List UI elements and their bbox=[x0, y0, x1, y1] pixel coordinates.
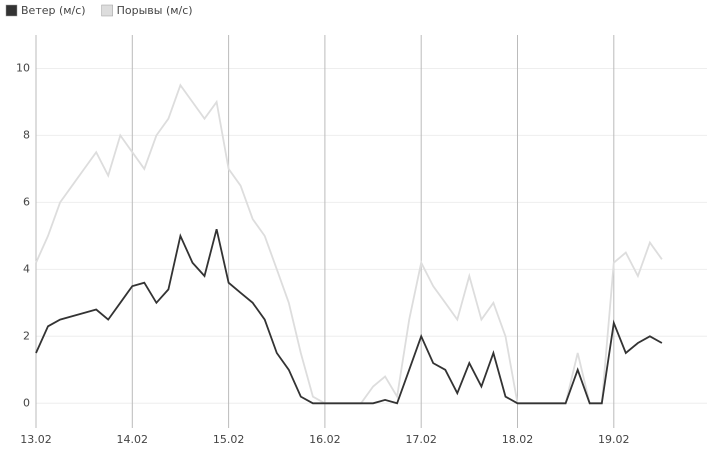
x-tick-label: 19.02 bbox=[598, 433, 630, 446]
y-tick-label: 2 bbox=[23, 329, 30, 342]
x-tick-label: 17.02 bbox=[405, 433, 437, 446]
x-tick-label: 13.02 bbox=[20, 433, 52, 446]
y-tick-label: 0 bbox=[23, 396, 30, 409]
legend-label: Порывы (м/с) bbox=[117, 4, 193, 17]
x-tick-label: 16.02 bbox=[309, 433, 341, 446]
legend-swatch bbox=[5, 4, 18, 17]
y-tick-label: 10 bbox=[16, 61, 30, 74]
legend-label: Ветер (м/с) bbox=[21, 4, 86, 17]
x-tick-label: 18.02 bbox=[502, 433, 534, 446]
series-line bbox=[35, 228, 663, 405]
y-tick-label: 8 bbox=[23, 128, 30, 141]
y-tick-label: 6 bbox=[23, 195, 30, 208]
legend-swatch bbox=[101, 4, 113, 17]
series-line bbox=[35, 83, 663, 405]
x-tick-label: 15.02 bbox=[213, 433, 245, 446]
x-tick-label: 14.02 bbox=[117, 433, 149, 446]
y-tick-label: 4 bbox=[23, 262, 30, 275]
